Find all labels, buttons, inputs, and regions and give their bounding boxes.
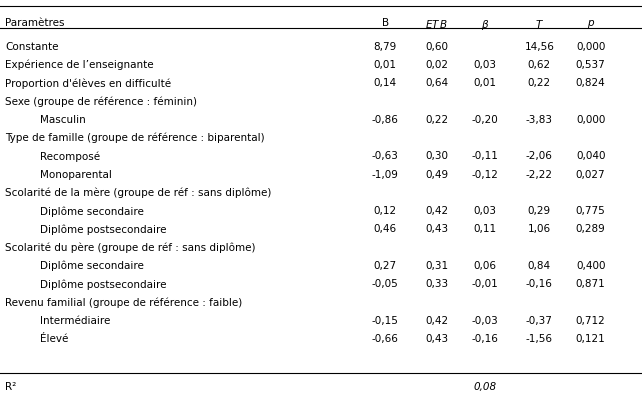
Text: Diplôme postsecondaire: Diplôme postsecondaire bbox=[40, 224, 167, 235]
Text: -1,09: -1,09 bbox=[372, 170, 399, 179]
Text: 0,027: 0,027 bbox=[576, 170, 605, 179]
Text: Diplôme secondaire: Diplôme secondaire bbox=[40, 261, 144, 271]
Text: Scolarité du père (groupe de réf : sans diplôme): Scolarité du père (groupe de réf : sans … bbox=[5, 243, 256, 253]
Text: 0,33: 0,33 bbox=[425, 279, 448, 289]
Text: Monoparental: Monoparental bbox=[40, 170, 112, 179]
Text: 0,775: 0,775 bbox=[576, 206, 605, 216]
Text: 0,400: 0,400 bbox=[576, 261, 605, 271]
Text: -0,05: -0,05 bbox=[372, 279, 399, 289]
Text: 0,03: 0,03 bbox=[473, 60, 496, 70]
Text: Élevé: Élevé bbox=[40, 334, 69, 344]
Text: 0,46: 0,46 bbox=[374, 224, 397, 234]
Text: -0,66: -0,66 bbox=[372, 334, 399, 344]
Text: -0,15: -0,15 bbox=[372, 316, 399, 326]
Text: Sexe (groupe de référence : féminin): Sexe (groupe de référence : féminin) bbox=[5, 96, 197, 107]
Text: -3,83: -3,83 bbox=[526, 115, 553, 125]
Text: R²: R² bbox=[5, 382, 17, 392]
Text: 0,000: 0,000 bbox=[576, 42, 605, 52]
Text: Masculin: Masculin bbox=[40, 115, 86, 125]
Text: -0,03: -0,03 bbox=[471, 316, 498, 326]
Text: 0,43: 0,43 bbox=[425, 334, 448, 344]
Text: Expérience de l’enseignante: Expérience de l’enseignante bbox=[5, 60, 154, 70]
Text: -0,11: -0,11 bbox=[471, 151, 498, 161]
Text: Diplôme secondaire: Diplôme secondaire bbox=[40, 206, 144, 216]
Text: 0,871: 0,871 bbox=[576, 279, 605, 289]
Text: -2,22: -2,22 bbox=[526, 170, 553, 179]
Text: Constante: Constante bbox=[5, 42, 58, 52]
Text: 0,42: 0,42 bbox=[425, 316, 448, 326]
Text: 0,01: 0,01 bbox=[473, 78, 496, 88]
Text: 0,121: 0,121 bbox=[576, 334, 605, 344]
Text: 0,30: 0,30 bbox=[425, 151, 448, 161]
Text: Recomposé: Recomposé bbox=[40, 151, 101, 162]
Text: 14,56: 14,56 bbox=[525, 42, 554, 52]
Text: -0,01: -0,01 bbox=[471, 279, 498, 289]
Text: 0,42: 0,42 bbox=[425, 206, 448, 216]
Text: -0,63: -0,63 bbox=[372, 151, 399, 161]
Text: 0,040: 0,040 bbox=[576, 151, 605, 161]
Text: 0,03: 0,03 bbox=[473, 206, 496, 216]
Text: 0,02: 0,02 bbox=[425, 60, 448, 70]
Text: -0,86: -0,86 bbox=[372, 115, 399, 125]
Text: Scolarité de la mère (groupe de réf : sans diplôme): Scolarité de la mère (groupe de réf : sa… bbox=[5, 188, 272, 198]
Text: -0,16: -0,16 bbox=[526, 279, 553, 289]
Text: -0,12: -0,12 bbox=[471, 170, 498, 179]
Text: 0,824: 0,824 bbox=[576, 78, 605, 88]
Text: -2,06: -2,06 bbox=[526, 151, 553, 161]
Text: -1,56: -1,56 bbox=[526, 334, 553, 344]
Text: 0,27: 0,27 bbox=[374, 261, 397, 271]
Text: 0,64: 0,64 bbox=[425, 78, 448, 88]
Text: Proportion d'élèves en difficulté: Proportion d'élèves en difficulté bbox=[5, 78, 171, 89]
Text: 0,84: 0,84 bbox=[528, 261, 551, 271]
Text: 0,289: 0,289 bbox=[576, 224, 605, 234]
Text: B: B bbox=[381, 18, 389, 28]
Text: 0,22: 0,22 bbox=[528, 78, 551, 88]
Text: Revenu familial (groupe de référence : faible): Revenu familial (groupe de référence : f… bbox=[5, 297, 243, 308]
Text: -0,37: -0,37 bbox=[526, 316, 553, 326]
Text: 0,60: 0,60 bbox=[425, 42, 448, 52]
Text: -0,20: -0,20 bbox=[471, 115, 498, 125]
Text: Type de famille (groupe de référence : biparental): Type de famille (groupe de référence : b… bbox=[5, 133, 265, 143]
Text: 0,08: 0,08 bbox=[473, 382, 496, 392]
Text: 0,01: 0,01 bbox=[374, 60, 397, 70]
Text: 0,12: 0,12 bbox=[374, 206, 397, 216]
Text: Paramètres: Paramètres bbox=[5, 18, 65, 28]
Text: 0,06: 0,06 bbox=[473, 261, 496, 271]
Text: 0,000: 0,000 bbox=[576, 115, 605, 125]
Text: 0,537: 0,537 bbox=[576, 60, 605, 70]
Text: 0,62: 0,62 bbox=[528, 60, 551, 70]
Text: 0,22: 0,22 bbox=[425, 115, 448, 125]
Text: 8,79: 8,79 bbox=[374, 42, 397, 52]
Text: 0,11: 0,11 bbox=[473, 224, 496, 234]
Text: Diplôme postsecondaire: Diplôme postsecondaire bbox=[40, 279, 167, 289]
Text: $\mathit{p}$: $\mathit{p}$ bbox=[587, 18, 594, 30]
Text: $\mathit{ET\,B}$: $\mathit{ET\,B}$ bbox=[425, 18, 448, 30]
Text: -0,16: -0,16 bbox=[471, 334, 498, 344]
Text: 1,06: 1,06 bbox=[528, 224, 551, 234]
Text: 0,712: 0,712 bbox=[576, 316, 605, 326]
Text: $\mathit{T}$: $\mathit{T}$ bbox=[535, 18, 544, 30]
Text: Intermédiaire: Intermédiaire bbox=[40, 316, 111, 326]
Text: 0,49: 0,49 bbox=[425, 170, 448, 179]
Text: 0,29: 0,29 bbox=[528, 206, 551, 216]
Text: 0,43: 0,43 bbox=[425, 224, 448, 234]
Text: 0,31: 0,31 bbox=[425, 261, 448, 271]
Text: 0,14: 0,14 bbox=[374, 78, 397, 88]
Text: $\mathit{\beta}$: $\mathit{\beta}$ bbox=[481, 18, 489, 32]
